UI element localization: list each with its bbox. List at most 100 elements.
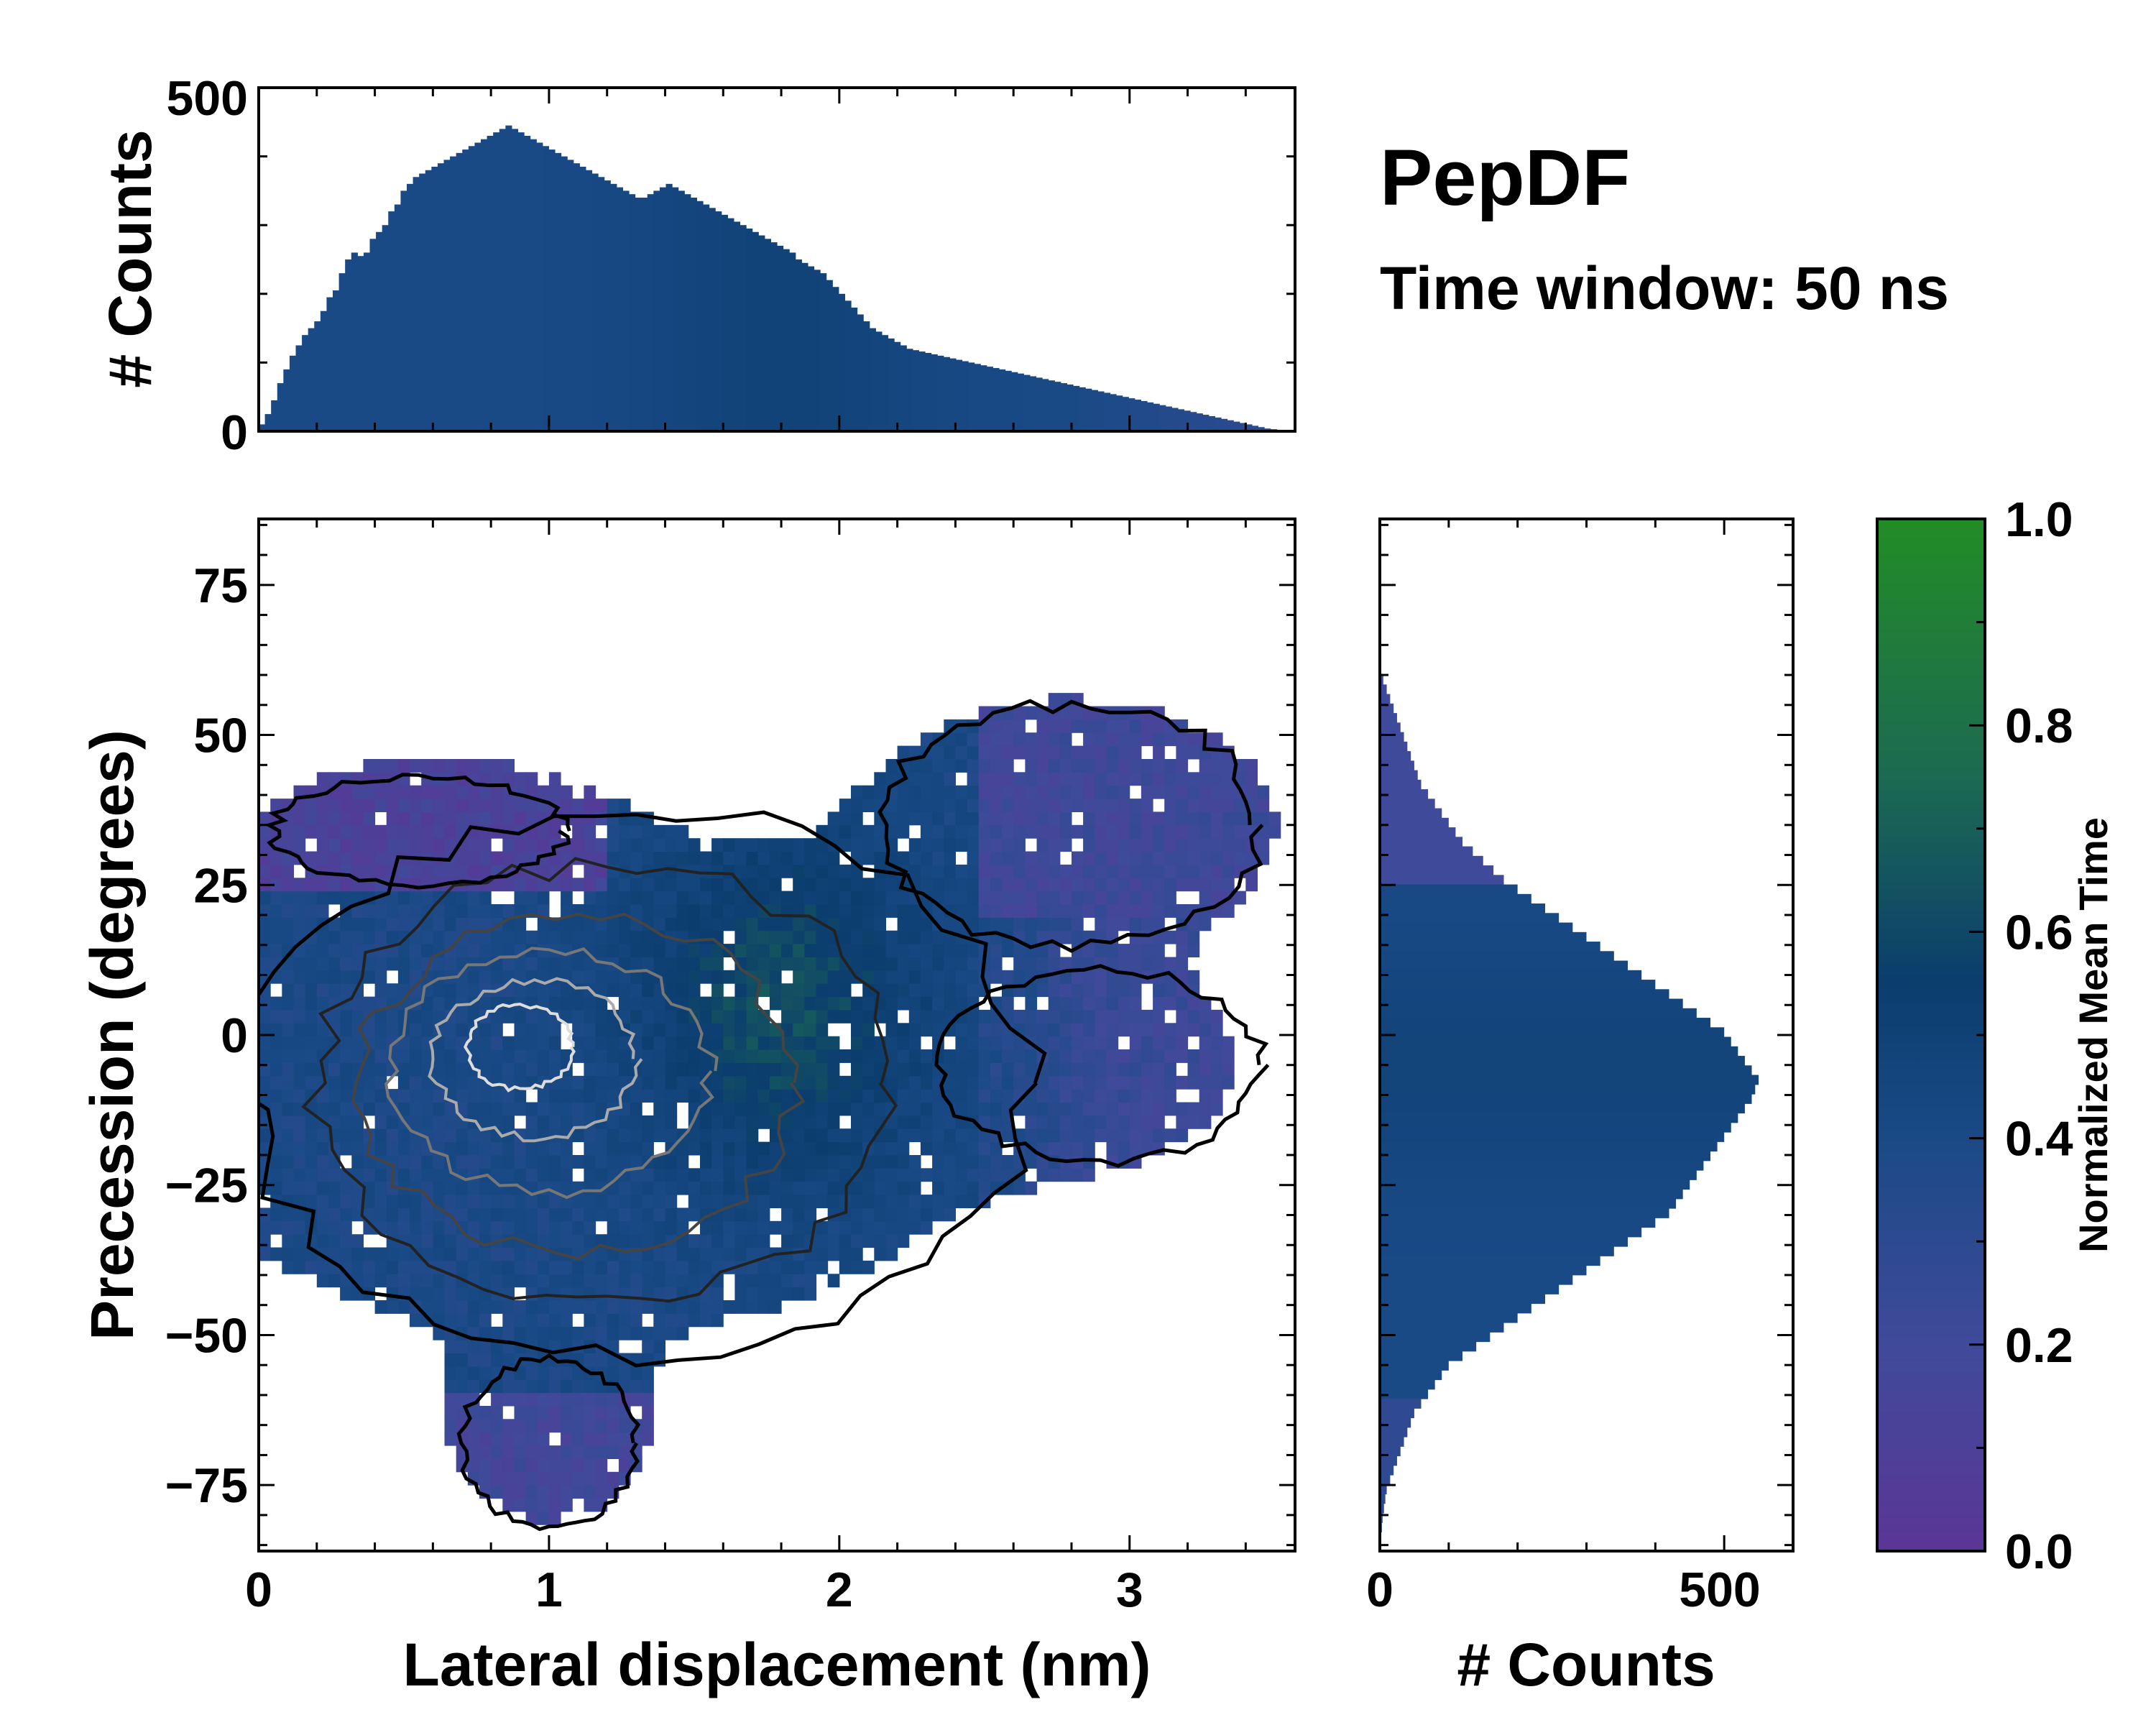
heatmap-cell xyxy=(340,878,352,892)
heatmap-cell xyxy=(1072,1062,1084,1077)
heatmap-cell xyxy=(595,1208,608,1222)
heatmap-cell xyxy=(908,1062,921,1077)
top-hist-bar xyxy=(326,297,333,431)
top-hist-bar xyxy=(1110,394,1117,431)
heatmap-cell xyxy=(328,1102,341,1116)
heatmap-cell xyxy=(908,1009,921,1024)
heatmap-cell xyxy=(595,1036,608,1050)
heatmap-cell xyxy=(1129,878,1142,892)
heatmap-cell xyxy=(607,1340,619,1353)
heatmap-cell xyxy=(781,864,793,878)
heatmap-cell xyxy=(1013,957,1026,971)
top-hist-bar xyxy=(1011,372,1018,431)
heatmap-cell xyxy=(885,930,898,944)
heatmap-cell xyxy=(386,1208,399,1222)
heatmap-cell xyxy=(479,811,492,826)
heatmap-cell xyxy=(1268,824,1281,839)
heatmap-cell xyxy=(700,1247,712,1261)
heatmap-cell xyxy=(862,944,875,957)
heatmap-cell xyxy=(618,799,631,812)
heatmap-cell xyxy=(1095,904,1107,918)
heatmap-cell xyxy=(1106,1049,1119,1063)
top-hist-bar xyxy=(363,252,371,431)
heatmap-cell xyxy=(397,891,410,905)
top-hist-bar xyxy=(369,239,377,431)
right-hist-bar xyxy=(1380,942,1600,952)
heatmap-cell xyxy=(595,838,608,852)
heatmap-cell xyxy=(572,1471,584,1486)
heatmap-cell xyxy=(444,1379,457,1394)
heatmap-cell xyxy=(595,944,608,957)
heatmap-cell xyxy=(1141,1062,1153,1077)
heatmap-cell xyxy=(862,1128,875,1143)
heatmap-cell xyxy=(723,1168,735,1182)
heatmap-cell xyxy=(316,1023,329,1037)
heatmap-cell xyxy=(746,851,759,865)
right-hist-bar xyxy=(1380,1284,1560,1294)
heatmap-cell xyxy=(595,1247,608,1261)
heatmap-cell xyxy=(479,759,492,773)
heatmap-cell xyxy=(897,996,910,1011)
heatmap-cell xyxy=(491,1141,503,1156)
right-hist-bar xyxy=(1380,1484,1387,1495)
heatmap-cell xyxy=(397,864,410,878)
heatmap-cell xyxy=(944,957,956,971)
heatmap-cell xyxy=(561,891,573,905)
heatmap-cell xyxy=(723,1155,735,1169)
heatmap-cell xyxy=(340,1128,352,1143)
heatmap-cell xyxy=(293,1247,306,1261)
heatmap-cell xyxy=(1048,891,1061,905)
heatmap-cell xyxy=(665,838,678,852)
heatmap-cell xyxy=(665,1102,678,1116)
heatmap-cell xyxy=(827,851,840,865)
heatmap-cell xyxy=(433,1062,446,1077)
heatmap-cell xyxy=(908,1089,921,1103)
heatmap-cell xyxy=(1153,811,1165,826)
heatmap-cell xyxy=(816,957,829,971)
heatmap-cell xyxy=(816,1089,829,1103)
heatmap-cell xyxy=(467,1300,480,1314)
heatmap-cell xyxy=(700,1195,712,1208)
heatmap-cell xyxy=(537,1115,550,1129)
heatmap-cell xyxy=(769,1220,782,1235)
heatmap-cell xyxy=(259,983,271,998)
heatmap-cell xyxy=(1176,1036,1189,1050)
heatmap-cell xyxy=(816,878,829,892)
heatmap-cell xyxy=(885,1075,898,1090)
heatmap-cell xyxy=(851,1220,863,1235)
heatmap-cell xyxy=(688,917,701,932)
heatmap-cell xyxy=(502,1485,515,1499)
heatmap-cell xyxy=(259,1023,271,1037)
heatmap-cell xyxy=(804,1274,817,1288)
heatmap-cell xyxy=(548,878,561,892)
heatmap-cell xyxy=(827,891,840,905)
heatmap-cell xyxy=(793,1155,805,1169)
heatmap-cell xyxy=(1013,772,1026,786)
heatmap-cell xyxy=(514,878,527,892)
heatmap-cell xyxy=(932,1168,944,1182)
heatmap-cell xyxy=(502,1471,515,1486)
heatmap-cell xyxy=(1245,772,1258,786)
heatmap-cell xyxy=(259,1220,271,1235)
heatmap-cell xyxy=(270,799,282,812)
top-hist-bar xyxy=(999,369,1006,431)
heatmap-cell xyxy=(955,824,968,839)
heatmap-cell xyxy=(1036,1089,1049,1103)
heatmap-cell xyxy=(827,1102,840,1116)
heatmap-cell xyxy=(328,811,341,826)
heatmap-cell xyxy=(572,1195,584,1208)
heatmap-cell xyxy=(270,944,282,957)
heatmap-cell xyxy=(491,1208,503,1222)
right-hist-bar xyxy=(1380,913,1560,924)
heatmap-cell xyxy=(456,1009,469,1024)
heatmap-cell xyxy=(1048,1115,1061,1129)
heatmap-cell xyxy=(944,824,956,839)
heatmap-cell xyxy=(757,1062,770,1077)
heatmap-cell xyxy=(479,970,492,984)
heatmap-cell xyxy=(653,1220,665,1235)
heatmap-cell xyxy=(1048,1023,1061,1037)
heatmap-cell xyxy=(293,824,306,839)
heatmap-cell xyxy=(618,1155,631,1169)
heatmap-cell xyxy=(920,944,933,957)
heatmap-cell xyxy=(293,1023,306,1037)
